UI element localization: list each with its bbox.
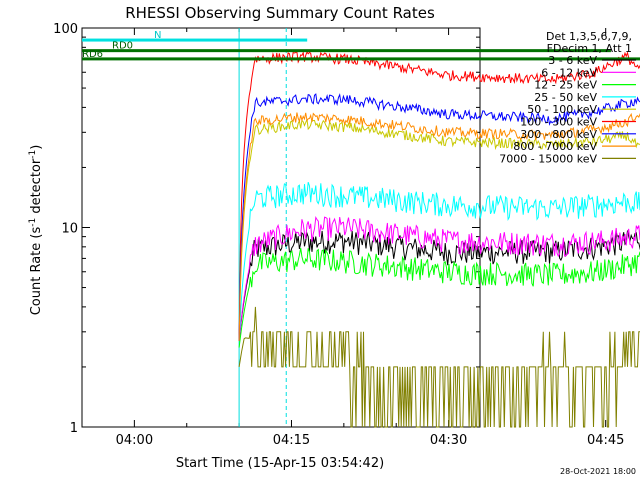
series-line-6-12-kev	[238, 215, 640, 341]
legend-label-12-25-kev: 12 - 25 keV	[534, 79, 597, 92]
legend-header-1: Det 1,3,5,6,7,9,	[546, 30, 632, 43]
y-tick-label-1: 1	[70, 421, 78, 436]
y-axis-label: Count Rate (s-1 detector-1)	[28, 145, 44, 316]
state-bars: N RD0 RD6	[82, 30, 640, 61]
legend: Det 1,3,5,6,7,9, FDecim 1, Att 1 3 - 6 k…	[499, 30, 636, 165]
state-bar-n-1	[82, 38, 308, 42]
y-axis-label-main: Count Rate (s	[29, 227, 44, 316]
chart-title: RHESSI Observing Summary Count Rates	[125, 4, 435, 22]
y-axis-label-close: )	[29, 145, 44, 150]
plot-area: N RD0 RD6	[82, 28, 640, 428]
state-bar-rd6-1	[82, 57, 640, 61]
state-bar-label-n: N	[154, 30, 161, 41]
y-tick-label-10: 10	[61, 222, 78, 237]
legend-label-50-100-kev: 50 - 100 keV	[527, 103, 597, 116]
series-line-100-300-kev	[238, 51, 640, 341]
series-line-300-800-kev	[238, 93, 640, 341]
footer-date: 28-Oct-2021 18:00	[560, 467, 636, 476]
legend-label-6-12-kev: 6 - 12 keV	[541, 66, 597, 79]
y-tick-labels: 1 10 100	[53, 22, 78, 436]
x-tick-label-04-30: 04:30	[430, 433, 467, 448]
state-bar-label-rd6: RD6	[82, 49, 103, 60]
series-line-800-7000-kev	[238, 112, 640, 341]
state-bar-label-rd0: RD0	[112, 41, 133, 52]
y-axis-label-tail: detector	[29, 158, 44, 218]
legend-label-300-800-kev: 300 - 800 keV	[520, 128, 597, 141]
x-axis-label: Start Time (15-Apr-15 03:54:42)	[176, 456, 384, 471]
state-bar-rd0-1	[82, 49, 611, 53]
legend-label-7000-15000-kev: 7000 - 15000 keV	[499, 152, 597, 165]
series-line-7000-15000-kev	[238, 306, 640, 428]
series-line-3-6-kev	[238, 230, 640, 341]
series-line-12-25-kev	[238, 247, 640, 348]
y-axis-label-exponent: -1	[28, 218, 38, 227]
y-axis-label-exponent-2: -1	[28, 150, 38, 159]
legend-label-25-50-kev: 25 - 50 keV	[534, 91, 597, 104]
y-tick-label-100: 100	[53, 22, 78, 37]
x-tick-label-04-45: 04:45	[587, 433, 624, 448]
plot-frame	[81, 27, 481, 428]
data-series	[238, 51, 640, 428]
legend-label-800-7000-kev: 800 - 7000 keV	[513, 140, 597, 153]
legend-label-100-300-kev: 100 - 300 keV	[520, 116, 597, 129]
legend-header-2: FDecim 1, Att 1	[547, 42, 632, 55]
x-tick-label-04-15: 04:15	[273, 433, 310, 448]
series-line-25-50-kev	[238, 182, 640, 341]
series-line-50-100-kev	[238, 119, 640, 341]
x-tick-label-04-00: 04:00	[116, 433, 153, 448]
legend-label-3-6-kev: 3 - 6 keV	[548, 54, 597, 67]
